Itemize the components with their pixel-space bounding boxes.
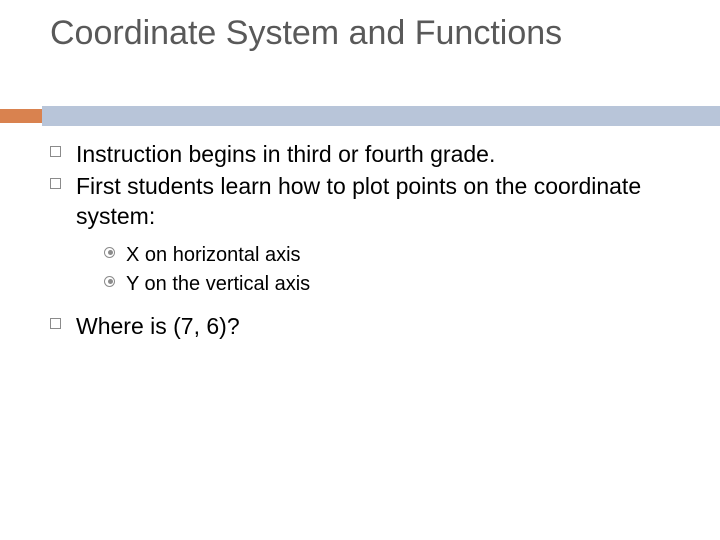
sub-list-item: X on horizontal axis xyxy=(104,242,690,269)
list-item: First students learn how to plot points … xyxy=(50,172,690,298)
sub-list-item-text: X on horizontal axis xyxy=(126,244,301,266)
accent-bar xyxy=(0,106,720,126)
square-bullet-icon xyxy=(50,318,61,329)
target-bullet-icon xyxy=(104,247,115,258)
list-item-text: Where is (7, 6)? xyxy=(76,313,240,339)
bullet-list: Instruction begins in third or fourth gr… xyxy=(50,140,690,342)
accent-orange xyxy=(0,109,42,123)
square-bullet-icon xyxy=(50,146,61,157)
list-item: Where is (7, 6)? xyxy=(50,312,690,342)
accent-blue xyxy=(42,106,720,126)
content-area: Instruction begins in third or fourth gr… xyxy=(50,140,690,344)
slide: Coordinate System and Functions Instruct… xyxy=(0,0,720,540)
slide-title: Coordinate System and Functions xyxy=(50,14,720,53)
target-bullet-icon xyxy=(104,276,115,287)
list-item-text: First students learn how to plot points … xyxy=(76,173,641,229)
sub-list-item-text: Y on the vertical axis xyxy=(126,273,310,295)
list-item-text: Instruction begins in third or fourth gr… xyxy=(76,141,495,167)
list-item: Instruction begins in third or fourth gr… xyxy=(50,140,690,170)
title-block: Coordinate System and Functions xyxy=(0,0,720,53)
sub-bullet-list: X on horizontal axis Y on the vertical a… xyxy=(104,242,690,298)
sub-list-item: Y on the vertical axis xyxy=(104,271,690,298)
square-bullet-icon xyxy=(50,178,61,189)
